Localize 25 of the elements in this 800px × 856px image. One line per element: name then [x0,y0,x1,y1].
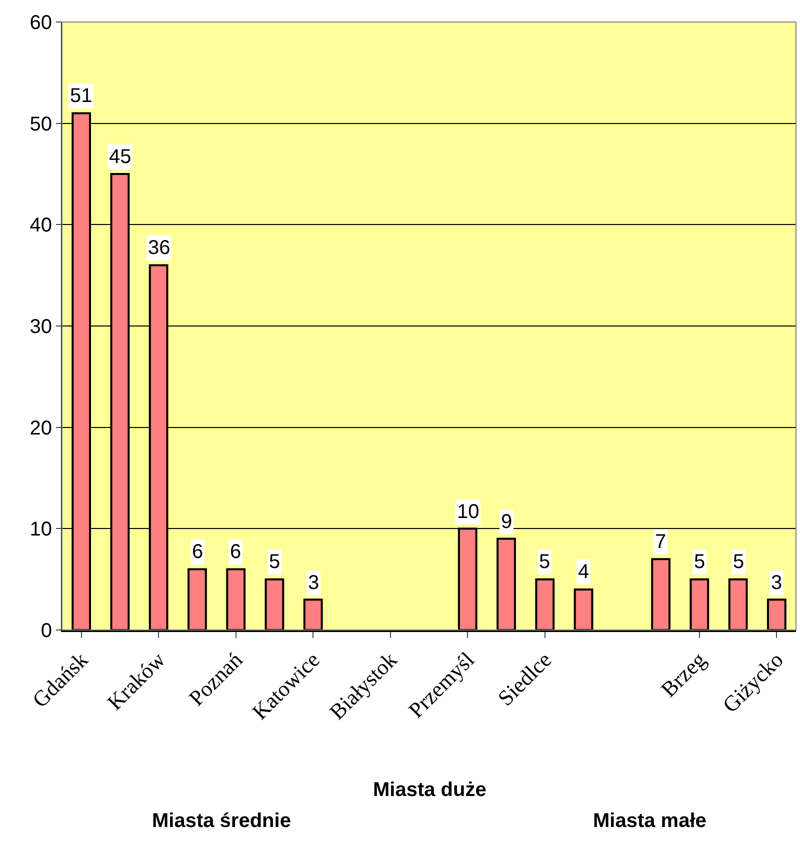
y-tick-label: 60 [30,12,52,34]
data-label: 51 [70,85,92,107]
data-label: 10 [457,501,480,523]
data-label: 5 [733,551,744,573]
y-tick-label: 40 [30,214,52,237]
text: Miasta średnie [152,810,291,832]
data-label: 9 [501,511,512,533]
data-label: 3 [771,572,782,594]
data-label: 5 [694,551,706,573]
y-tick-label: 50 [30,113,52,136]
data-label: 5 [539,551,550,573]
y-tick-label: 10 [30,518,52,541]
text: Miasta małe [593,810,706,832]
y-tick-label: 0 [40,620,52,642]
text: Miasta duże [373,779,486,801]
data-label: 7 [655,531,666,553]
y-tick-label: 30 [30,316,52,338]
data-label: 4 [578,561,590,583]
data-label: 3 [308,572,320,594]
data-label: 6 [230,541,242,563]
data-label: 6 [192,541,204,563]
data-label: 5 [269,551,280,573]
y-tick-label: 20 [30,417,52,440]
data-label: 36 [148,237,170,259]
data-label: 45 [109,146,132,168]
